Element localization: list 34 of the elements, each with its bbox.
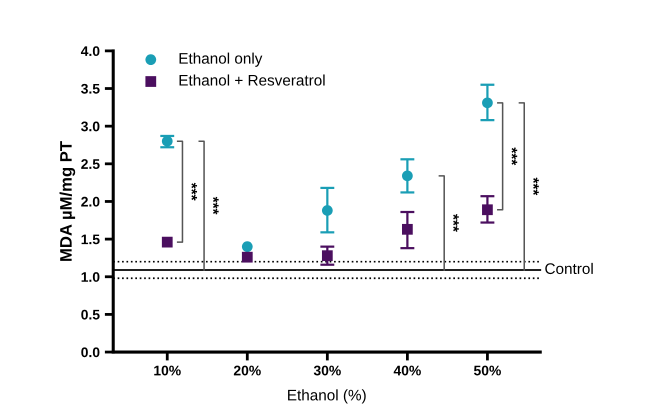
point xyxy=(242,241,253,252)
x-tick-label: 30% xyxy=(314,366,341,376)
point xyxy=(242,252,253,263)
annotation: *** xyxy=(453,214,459,232)
x-tick-label: 40% xyxy=(394,366,421,376)
y-axis-title: MDA µM/mg PT xyxy=(60,141,76,261)
y-tick-label: 1.5 xyxy=(82,234,100,244)
ref-line-label: Control xyxy=(545,262,593,274)
y-tick-label: 4.0 xyxy=(80,46,100,56)
y-tick-label: 0.5 xyxy=(81,310,100,320)
y-tick-label: 3.5 xyxy=(81,84,100,94)
point xyxy=(162,236,173,248)
y-tick-label: 3.0 xyxy=(81,122,100,132)
y-tick-label: 2.5 xyxy=(81,159,100,169)
y-tick-label: 0.0 xyxy=(81,347,100,358)
y-tick-label: 2.0 xyxy=(81,196,100,207)
point xyxy=(322,205,333,216)
x-axis-title: Ethanol (%) xyxy=(288,389,366,404)
y-tick-label: 1.0 xyxy=(82,272,100,282)
point xyxy=(402,170,413,182)
point xyxy=(402,224,413,235)
x-tick-label: 50% xyxy=(474,366,501,376)
legend-label: Ethanol + Resveratrol xyxy=(180,74,325,86)
point xyxy=(482,204,493,216)
annotation: *** xyxy=(212,196,219,215)
annotation: *** xyxy=(533,178,539,196)
x-tick-label: 10% xyxy=(154,366,181,376)
point xyxy=(162,136,173,147)
point xyxy=(482,97,493,108)
point xyxy=(322,250,333,262)
annotation: *** xyxy=(512,147,518,166)
x-tick-label: 20% xyxy=(234,366,261,376)
legend-label: Ethanol only xyxy=(180,52,262,67)
annotation: *** xyxy=(191,182,198,201)
